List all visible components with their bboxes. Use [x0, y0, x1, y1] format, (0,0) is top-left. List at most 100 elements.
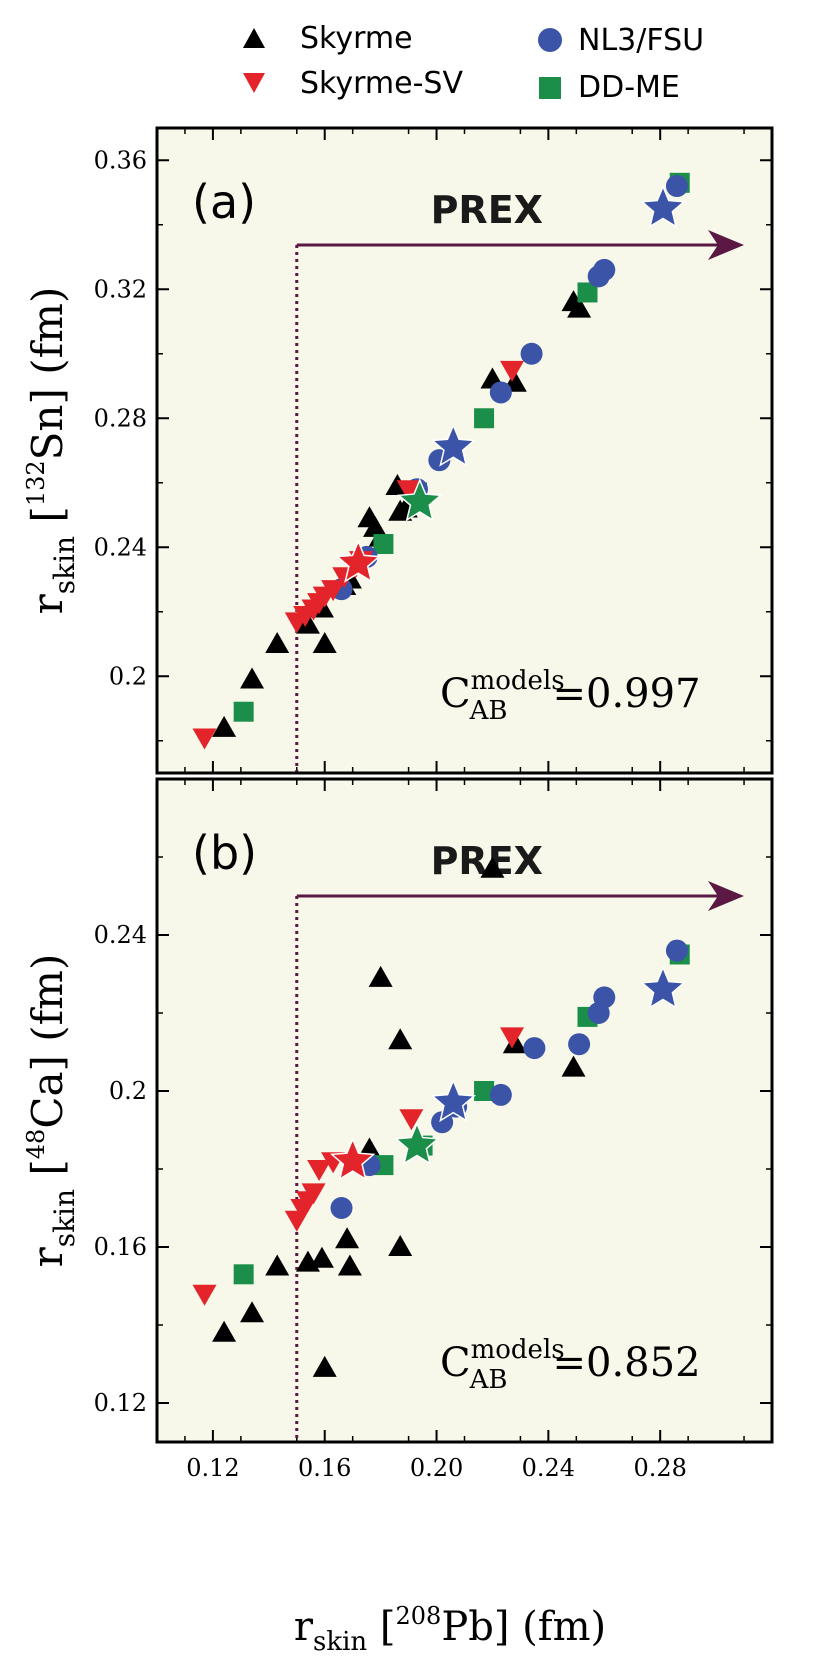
panel-b: 0.12 0.16 0.20 0.24 0.280.120.160.20.24PREX(…	[22, 777, 774, 1482]
y-axis-title: rskin [48Ca] (fm)	[22, 954, 81, 1268]
prex-arrow-head	[708, 230, 744, 260]
data-point-star-red	[329, 1137, 376, 1181]
data-point-triangle	[337, 1254, 362, 1276]
y-tick-label: 0.28	[94, 404, 147, 432]
correlation-sub: AB	[469, 1365, 508, 1395]
y-axis-title: rskin [132Sn] (fm)	[22, 287, 81, 615]
legend-label-dd-me: DD-ME	[578, 70, 680, 105]
legend-marker-skyrme	[243, 28, 265, 48]
data-point-triangle	[561, 1055, 586, 1077]
data-point-square	[474, 1081, 495, 1101]
data-point-star-green	[396, 478, 443, 522]
y-tick-label: 0.36	[94, 146, 147, 174]
data-point-triangle	[567, 296, 592, 318]
data-point-star-red	[335, 539, 382, 583]
data-point-square	[233, 1264, 254, 1285]
data-point-square	[474, 408, 495, 429]
y-axis-title-bracket: [	[23, 506, 72, 536]
data-point-triangle-down	[399, 1109, 424, 1131]
data-point-triangle-down	[500, 1027, 525, 1049]
correlation-sup: models	[471, 666, 565, 696]
data-point-star-blue	[430, 1078, 477, 1123]
correlation-symbol: C	[440, 1340, 471, 1386]
data-point-circle	[568, 1033, 591, 1056]
data-point-triangle-down	[301, 1183, 326, 1205]
data-point-triangle	[240, 667, 265, 689]
y-axis-title-bracket: [	[23, 1159, 72, 1189]
y-axis-title-sup: 48	[22, 1129, 50, 1160]
correlation-sup: models	[471, 1335, 565, 1365]
y-tick-label: 0.32	[94, 275, 147, 303]
data-point-circle	[665, 175, 688, 198]
data-point-triangle	[388, 1028, 413, 1050]
y-tick-label: 0.24	[94, 533, 147, 561]
data-point-triangle-down	[396, 480, 421, 502]
y-tick-label: 0.24	[94, 921, 147, 949]
data-point-triangle	[309, 1246, 334, 1268]
data-point-triangle	[312, 1355, 337, 1377]
legend: Skyrme Skyrme-SV NL3/FSU DD-ME	[243, 21, 704, 105]
data-point-triangle	[265, 632, 290, 653]
data-point-triangle	[335, 1227, 360, 1249]
y-axis-title-main: r	[23, 1246, 72, 1267]
data-point-square	[233, 701, 254, 722]
plot-frame	[155, 126, 774, 775]
x-tick-label: 0.12	[186, 1454, 239, 1482]
data-point-circle	[523, 1037, 546, 1060]
data-point-triangle	[312, 632, 337, 653]
data-point-circle	[330, 1197, 353, 1219]
data-point-circle	[593, 258, 616, 281]
data-point-triangle-down	[321, 580, 346, 602]
correlation-label: Cmodels AB =0.997	[440, 666, 701, 726]
data-point-triangle	[295, 612, 320, 634]
panel-a: 0.2 0.24 0.28 0.32 0.36 PREX (a) Cmodels AB =0.99…	[22, 126, 774, 775]
data-point-triangle-down	[192, 728, 217, 750]
panel-label: (a)	[192, 175, 256, 229]
y-axis-title-main: r	[23, 593, 72, 614]
correlation-label: Cmodels AB =0.852	[440, 1335, 701, 1395]
y-tick-label: 0.16	[94, 1233, 147, 1261]
plot-frame	[155, 777, 774, 1444]
data-point-circle	[665, 939, 688, 962]
y-axis-title-sup: 132	[22, 460, 50, 506]
data-point-circle	[520, 342, 543, 365]
legend-marker-skyrme-sv	[243, 73, 265, 93]
legend-label-skyrme-sv: Skyrme-SV	[300, 66, 463, 101]
data-point-triangle-down	[500, 360, 525, 382]
correlation-value: =0.852	[553, 1340, 701, 1386]
y-axis-title-sub: skin	[48, 536, 81, 594]
correlation-sub: AB	[469, 696, 508, 726]
data-point-triangle	[388, 1235, 413, 1256]
legend-marker-dd-me	[539, 77, 561, 99]
correlation-symbol: C	[440, 671, 471, 717]
x-tick-label: 0.16	[298, 1454, 351, 1482]
data-point-triangle	[368, 965, 393, 987]
data-point-triangle-down	[307, 1160, 332, 1181]
x-axis-title: rskin [208Pb] (fm)	[294, 1602, 606, 1657]
prex-arrow-head	[708, 881, 744, 911]
data-point-circle	[489, 381, 512, 404]
y-axis-title-sub: skin	[48, 1189, 81, 1247]
y-tick-label: 0.2	[109, 662, 147, 690]
data-point-triangle	[240, 1301, 265, 1323]
y-axis-title-tail: Sn] (fm)	[23, 287, 72, 461]
data-point-star-blue	[640, 965, 686, 1009]
data-point-circle	[593, 986, 616, 1009]
prex-label: PREX	[431, 188, 543, 232]
data-point-triangle	[480, 856, 505, 878]
correlation-value: =0.997	[553, 671, 701, 717]
legend-label-nl3-fsu: NL3/FSU	[578, 23, 704, 58]
data-point-star-blue	[640, 184, 686, 228]
data-point-triangle-down	[192, 1284, 217, 1306]
x-tick-label: 0.28	[633, 1454, 686, 1482]
x-tick-label: 0.24	[522, 1454, 575, 1482]
y-tick-label: 0.12	[94, 1389, 147, 1417]
data-point-square	[373, 534, 394, 555]
y-tick-label: 0.2	[109, 1077, 147, 1105]
legend-label-skyrme: Skyrme	[300, 21, 413, 56]
data-point-triangle	[212, 715, 237, 737]
panel-label: (b)	[192, 826, 257, 880]
data-point-triangle	[212, 1320, 237, 1342]
y-axis-title-tail: Ca] (fm)	[23, 954, 72, 1129]
